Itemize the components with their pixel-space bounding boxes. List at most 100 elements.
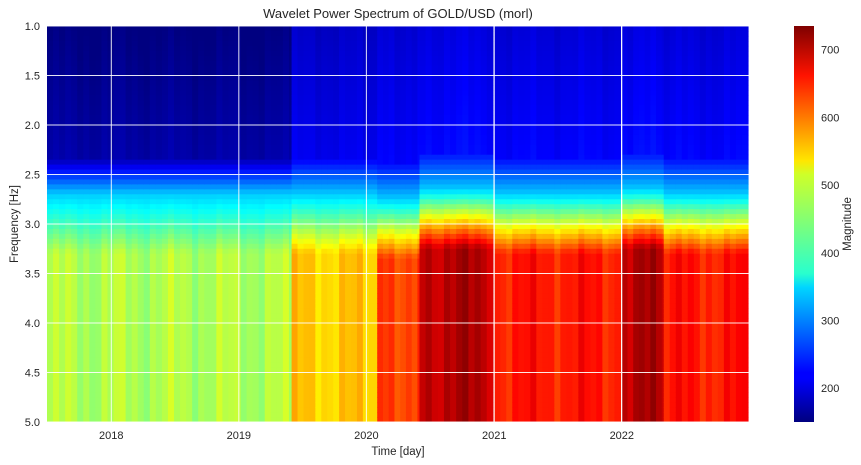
heatmap-cell	[394, 224, 401, 230]
heatmap-cell	[270, 95, 278, 101]
heatmap-cell	[252, 318, 260, 324]
heatmap-cell	[246, 40, 254, 47]
heatmap-cell	[252, 164, 260, 171]
heatmap-cell	[216, 45, 224, 52]
heatmap-cell	[137, 144, 145, 151]
heatmap-cell	[351, 347, 358, 354]
heatmap-cell	[345, 303, 352, 309]
heatmap-cell	[149, 26, 157, 32]
heatmap-cell	[321, 243, 328, 250]
heatmap-cell	[345, 65, 352, 72]
heatmap-cell	[216, 263, 224, 270]
heatmap-cell	[388, 80, 396, 86]
heatmap-cell	[356, 154, 364, 161]
heatmap-cell	[167, 412, 175, 418]
heatmap-cell	[315, 308, 322, 314]
heatmap-cell	[276, 283, 284, 289]
heatmap-cell	[222, 179, 230, 185]
heatmap-cell	[59, 407, 66, 413]
heatmap-cell	[198, 154, 205, 161]
heatmap-cell	[167, 273, 175, 280]
heatmap-cell	[333, 347, 340, 354]
heatmap-cell	[339, 219, 346, 225]
heatmap-cell	[382, 194, 390, 200]
heatmap-cell	[368, 253, 376, 260]
heatmap-cell	[234, 65, 242, 72]
heatmap-cell	[216, 149, 224, 156]
heatmap-cell	[356, 26, 364, 32]
heatmap-cell	[161, 120, 169, 126]
heatmap-cell	[216, 40, 224, 47]
heatmap-cell	[95, 357, 103, 364]
heatmap-cell	[125, 224, 133, 230]
heatmap-cell	[198, 26, 205, 32]
heatmap-cell	[89, 367, 96, 374]
heatmap-cell	[297, 228, 305, 235]
heatmap-cell	[333, 85, 340, 91]
heatmap-cell	[264, 194, 272, 200]
heatmap-cell	[180, 110, 187, 116]
heatmap-cell	[382, 248, 390, 255]
heatmap-cell	[351, 125, 358, 131]
heatmap-cell	[204, 184, 211, 190]
heatmap-cell	[270, 357, 278, 364]
heatmap-cell	[309, 298, 316, 304]
heatmap-cell	[71, 347, 78, 354]
heatmap-cell	[297, 50, 305, 57]
heatmap-cell	[89, 35, 96, 42]
heatmap-cell	[297, 402, 305, 408]
heatmap-cell	[71, 258, 78, 265]
heatmap-cell	[368, 372, 376, 379]
heatmap-cell	[210, 45, 217, 52]
heatmap-cell	[47, 50, 54, 57]
heatmap-cell	[315, 412, 322, 418]
heatmap-cell	[356, 337, 364, 344]
heatmap-cell	[174, 258, 181, 265]
heatmap-cell	[228, 407, 236, 413]
heatmap-cell	[113, 337, 121, 344]
heatmap-cell	[309, 144, 316, 151]
heatmap-cell	[101, 159, 109, 166]
heatmap-cell	[47, 273, 54, 280]
heatmap-cell	[149, 149, 157, 156]
heatmap-cell	[351, 169, 358, 176]
heatmap-cell	[161, 412, 169, 418]
heatmap-cell	[53, 159, 60, 166]
heatmap-cell	[351, 214, 358, 220]
heatmap-cell	[125, 110, 133, 116]
heatmap-cell	[47, 134, 54, 141]
heatmap-cell	[180, 35, 187, 42]
heatmap-cell	[53, 308, 60, 314]
heatmap-cell	[276, 323, 284, 329]
heatmap-cell	[394, 357, 401, 364]
heatmap-cell	[89, 268, 96, 275]
heatmap-cell	[83, 347, 90, 354]
heatmap-cell	[345, 323, 352, 329]
heatmap-cell	[282, 298, 290, 304]
heatmap-cell	[180, 115, 187, 121]
heatmap-cell	[210, 243, 217, 250]
heatmap-cell	[377, 377, 384, 383]
heatmap-cell	[89, 209, 96, 215]
heatmap-cell	[258, 273, 266, 280]
heatmap-cell	[174, 263, 181, 270]
heatmap-cell	[119, 253, 127, 260]
heatmap-cell	[198, 303, 205, 309]
heatmap-cell	[297, 100, 305, 106]
heatmap-cell	[216, 120, 224, 126]
heatmap-cell	[131, 219, 139, 225]
heatmap-cell	[309, 397, 316, 403]
heatmap-cell	[252, 184, 260, 190]
heatmap-cell	[101, 367, 109, 374]
heatmap-cell	[77, 209, 84, 215]
heatmap-cell	[394, 70, 401, 77]
heatmap-cell	[356, 327, 364, 334]
heatmap-cell	[321, 90, 328, 96]
heatmap-cell	[291, 125, 299, 131]
heatmap-cell	[101, 164, 109, 171]
heatmap-cell	[234, 80, 242, 86]
heatmap-cell	[125, 154, 133, 161]
heatmap-cell	[222, 134, 230, 141]
heatmap-cell	[333, 159, 340, 166]
heatmap-cell	[210, 362, 217, 369]
